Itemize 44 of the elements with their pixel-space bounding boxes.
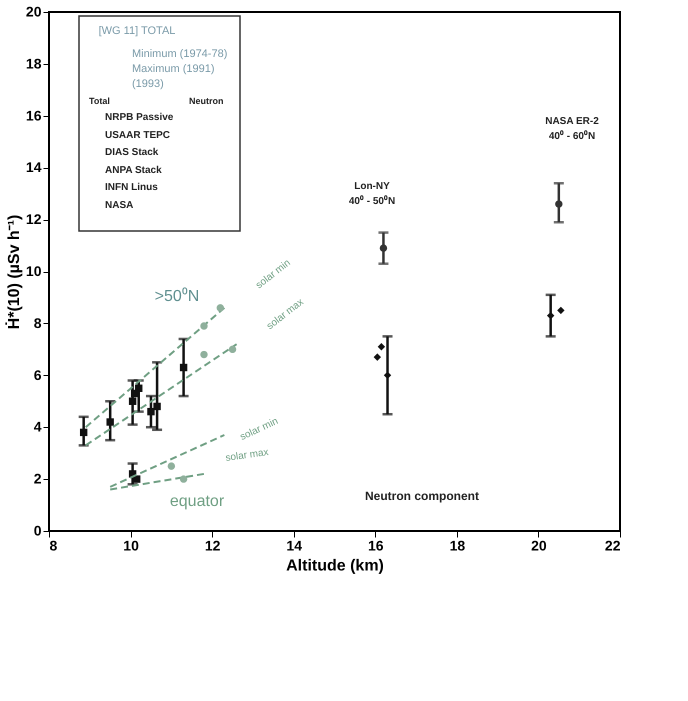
x-tick-label: 14	[286, 538, 302, 554]
x-tick-label: 20	[531, 538, 547, 554]
annotation: [WG 11] TOTAL	[98, 25, 176, 37]
annotation: NASA ER-2	[545, 116, 600, 127]
annotation: ANPA Stack	[105, 165, 162, 176]
y-axis-title: Ḣ*(10) (µSv h⁻¹)	[4, 214, 23, 330]
annotation: Minimum (1974-78)	[132, 48, 228, 60]
annotation: Neutron component	[365, 489, 479, 503]
annotation: Maximum (1991)	[132, 63, 215, 75]
y-tick-label: 14	[26, 159, 42, 176]
x-tick-label: 12	[204, 538, 221, 554]
annotation: >50⁰N	[154, 287, 200, 305]
annotation: solar min	[254, 258, 293, 292]
annotation: solar min	[238, 416, 280, 444]
y-tick-label: 6	[34, 366, 42, 383]
annotation: 40⁰ - 50⁰N	[348, 195, 396, 207]
x-tick-label: 8	[50, 538, 58, 554]
annotation: (1993)	[132, 78, 164, 90]
annotation: equator	[170, 493, 225, 510]
y-tick-label: 8	[34, 314, 42, 331]
x-tick-label: 18	[450, 538, 466, 554]
annotation: 40⁰ - 60⁰N	[548, 130, 596, 142]
y-tick-label: 4	[34, 418, 42, 435]
annotation: Total	[89, 96, 110, 106]
annotation: USAAR TEPC	[105, 130, 170, 141]
x-tick-label: 16	[368, 538, 384, 554]
annotation: Neutron	[189, 96, 224, 106]
annotation: DIAS Stack	[105, 147, 159, 158]
annotation: NRPB Passive	[105, 112, 174, 123]
y-tick-label: 10	[26, 263, 42, 279]
y-tick-label: 18	[26, 55, 42, 72]
annotation: solar max	[224, 447, 270, 464]
y-tick-label: 0	[34, 522, 42, 538]
x-axis-title: Altitude (km)	[286, 558, 384, 574]
annotation: INFN Linus	[105, 182, 158, 193]
annotation: solar max	[264, 296, 306, 332]
y-tick-label: 2	[34, 470, 42, 487]
y-tick-label: 20	[26, 4, 42, 20]
x-tick-label: 10	[123, 538, 140, 554]
annotation: Lon-NY	[354, 181, 390, 192]
x-tick-label: 22	[604, 538, 621, 554]
annotation: NASA	[105, 200, 134, 211]
y-tick-label: 16	[26, 107, 42, 124]
y-tick-label: 12	[26, 211, 42, 228]
